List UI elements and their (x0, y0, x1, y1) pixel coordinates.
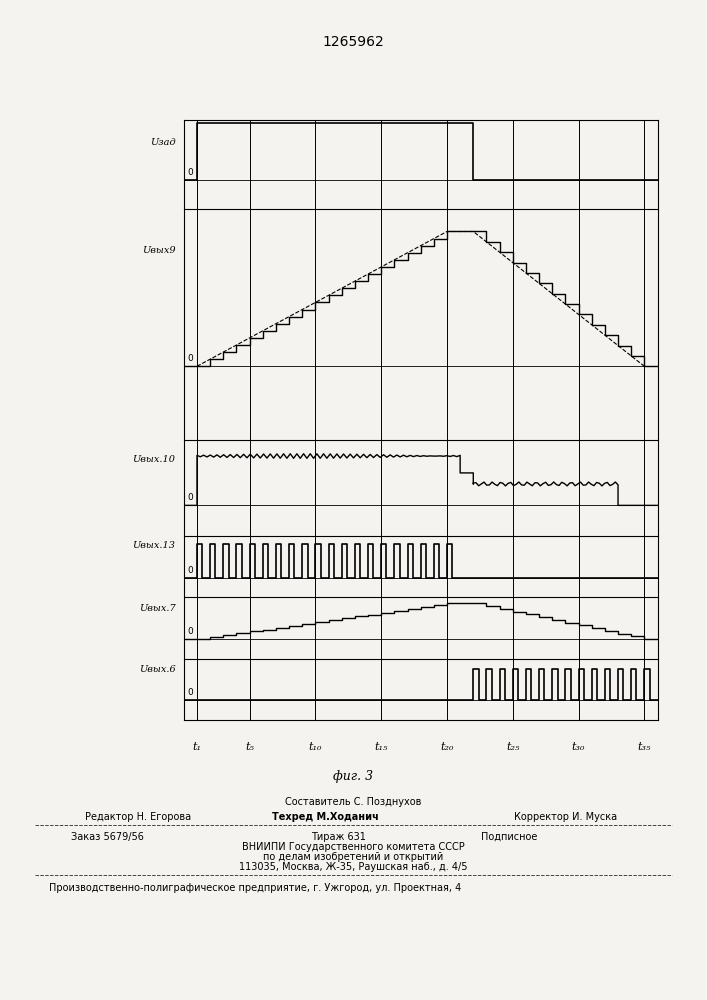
Text: t₃₅: t₃₅ (638, 742, 651, 752)
Text: Производственно-полиграфическое предприятие, г. Ужгород, ул. Проектная, 4: Производственно-полиграфическое предприя… (49, 883, 462, 893)
Text: Uвых.7: Uвых.7 (139, 604, 175, 613)
Text: Тираж 631: Тираж 631 (311, 832, 366, 842)
Text: Техред М.Ходанич: Техред М.Ходанич (271, 812, 379, 822)
Text: t₅: t₅ (245, 742, 254, 752)
Text: t₂₀: t₂₀ (440, 742, 454, 752)
Text: Uвых.10: Uвых.10 (132, 455, 175, 464)
Text: 0: 0 (187, 688, 193, 697)
Text: Корректор И. Муска: Корректор И. Муска (514, 812, 617, 822)
Text: 0: 0 (187, 354, 193, 363)
Text: Uвых9: Uвых9 (141, 246, 175, 255)
Text: 1265962: 1265962 (322, 35, 385, 49)
Text: ВНИИПИ Государственного комитета СССР: ВНИИПИ Государственного комитета СССР (242, 842, 465, 852)
Text: Uзад: Uзад (150, 138, 175, 147)
Text: t₂₅: t₂₅ (506, 742, 520, 752)
Text: t₁₀: t₁₀ (309, 742, 322, 752)
Text: фиг. 3: фиг. 3 (334, 770, 373, 783)
Text: Uвых.6: Uвых.6 (139, 665, 175, 674)
Text: Заказ 5679/56: Заказ 5679/56 (71, 832, 144, 842)
Text: Подписное: Подписное (481, 832, 537, 842)
Text: Редактор Н. Егорова: Редактор Н. Егорова (85, 812, 191, 822)
Text: t₁: t₁ (192, 742, 201, 752)
Text: 0: 0 (187, 627, 193, 636)
Text: t₁₅: t₁₅ (375, 742, 388, 752)
Text: 0: 0 (187, 566, 193, 575)
Text: Составитель С. Позднухов: Составитель С. Позднухов (286, 797, 421, 807)
Text: по делам изобретений и открытий: по делам изобретений и открытий (264, 852, 443, 862)
Text: 0: 0 (187, 493, 193, 502)
Text: 113035, Москва, Ж-35, Раушская наб., д. 4/5: 113035, Москва, Ж-35, Раушская наб., д. … (239, 862, 468, 872)
Text: t₃₀: t₃₀ (572, 742, 585, 752)
Text: 0: 0 (187, 168, 193, 177)
Text: Uвых.13: Uвых.13 (132, 541, 175, 550)
